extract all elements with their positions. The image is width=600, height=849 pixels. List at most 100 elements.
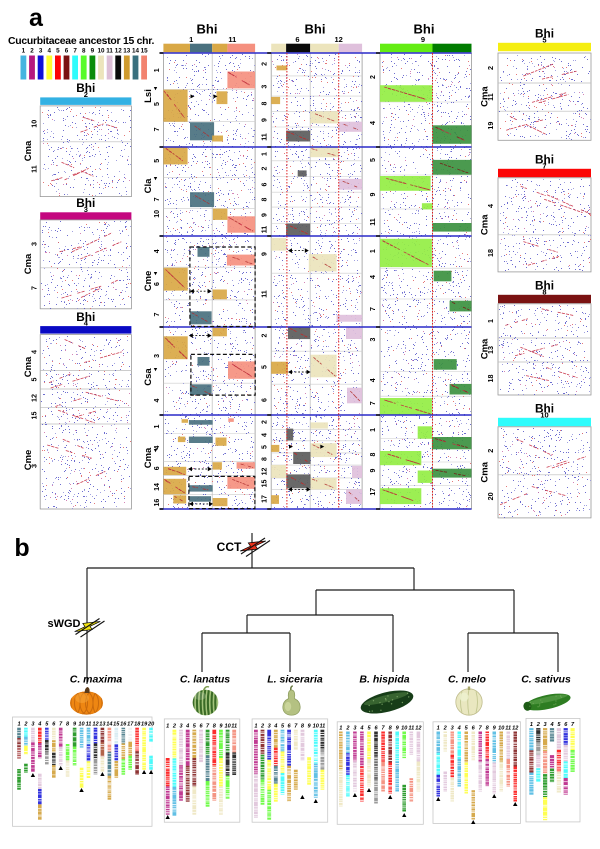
- svg-text:7: 7: [571, 722, 575, 728]
- svg-text:11: 11: [505, 725, 511, 731]
- svg-text:9: 9: [91, 48, 95, 55]
- svg-text:4: 4: [486, 204, 495, 208]
- svg-text:8: 8: [542, 287, 546, 296]
- svg-text:13: 13: [486, 346, 495, 354]
- svg-text:7: 7: [382, 725, 386, 731]
- svg-text:9: 9: [421, 35, 425, 44]
- svg-text:18: 18: [486, 375, 495, 383]
- svg-text:6: 6: [154, 282, 161, 286]
- svg-text:11: 11: [106, 48, 113, 55]
- svg-text:11: 11: [486, 93, 495, 101]
- svg-text:C. lanatus: C. lanatus: [180, 674, 230, 686]
- svg-text:6: 6: [288, 724, 292, 730]
- svg-text:20: 20: [486, 492, 495, 500]
- svg-text:10: 10: [401, 725, 408, 731]
- svg-text:2: 2: [23, 722, 28, 728]
- svg-text:15: 15: [261, 480, 268, 488]
- svg-text:4: 4: [261, 433, 268, 437]
- svg-text:3: 3: [353, 725, 357, 731]
- svg-text:2: 2: [486, 449, 495, 453]
- svg-text:1: 1: [22, 48, 26, 55]
- svg-text:7: 7: [154, 197, 161, 201]
- svg-text:10: 10: [540, 410, 548, 419]
- svg-text:10: 10: [313, 724, 320, 730]
- svg-text:9: 9: [261, 252, 268, 256]
- svg-text:4: 4: [549, 722, 554, 728]
- svg-text:Bhi: Bhi: [305, 22, 326, 37]
- svg-text:4: 4: [37, 722, 42, 728]
- svg-text:1: 1: [370, 249, 377, 253]
- svg-text:12: 12: [30, 394, 39, 402]
- svg-text:C. melo: C. melo: [448, 674, 487, 686]
- svg-text:3: 3: [30, 464, 39, 468]
- svg-text:4: 4: [370, 275, 377, 279]
- svg-text:7: 7: [30, 286, 39, 290]
- svg-text:3: 3: [268, 724, 272, 730]
- svg-text:19: 19: [486, 122, 495, 130]
- svg-text:5: 5: [370, 158, 377, 162]
- svg-text:8: 8: [486, 725, 490, 731]
- svg-text:16: 16: [154, 499, 161, 507]
- svg-text:1: 1: [486, 319, 495, 323]
- svg-text:7: 7: [59, 722, 63, 728]
- svg-text:9: 9: [396, 725, 400, 731]
- svg-text:11: 11: [370, 218, 377, 226]
- svg-text:11: 11: [30, 165, 39, 173]
- svg-text:4: 4: [30, 350, 39, 354]
- svg-text:4: 4: [84, 319, 89, 328]
- svg-text:5: 5: [465, 725, 469, 731]
- svg-text:Cma: Cma: [480, 86, 491, 107]
- svg-text:3: 3: [39, 48, 43, 55]
- svg-text:Cme: Cme: [143, 271, 154, 292]
- svg-text:12: 12: [261, 468, 268, 476]
- svg-text:1: 1: [339, 725, 342, 731]
- svg-text:7: 7: [294, 724, 298, 730]
- svg-text:2: 2: [486, 66, 495, 70]
- svg-text:3: 3: [261, 85, 268, 89]
- svg-text:9: 9: [73, 722, 77, 728]
- svg-text:12: 12: [115, 48, 123, 55]
- svg-text:2: 2: [172, 724, 177, 730]
- svg-text:5: 5: [45, 722, 49, 728]
- svg-text:17: 17: [370, 488, 377, 496]
- svg-text:Bhi: Bhi: [535, 27, 554, 41]
- svg-text:1: 1: [261, 152, 268, 156]
- svg-text:9: 9: [370, 192, 377, 196]
- svg-text:C. maxima: C. maxima: [70, 674, 123, 686]
- svg-text:9: 9: [261, 213, 268, 217]
- svg-text:1: 1: [437, 725, 440, 731]
- svg-text:16: 16: [120, 722, 127, 728]
- svg-text:9: 9: [493, 725, 497, 731]
- svg-text:Cma: Cma: [23, 356, 34, 377]
- svg-text:5: 5: [30, 378, 39, 382]
- svg-text:6: 6: [295, 35, 299, 44]
- svg-text:6: 6: [472, 725, 476, 731]
- svg-text:10: 10: [97, 48, 105, 55]
- svg-text:8: 8: [261, 457, 268, 461]
- svg-text:7: 7: [154, 127, 161, 131]
- svg-text:4: 4: [457, 725, 462, 731]
- svg-text:11: 11: [261, 133, 268, 141]
- svg-text:9: 9: [308, 724, 312, 730]
- svg-text:Cma: Cma: [23, 253, 34, 274]
- svg-text:1: 1: [154, 424, 161, 428]
- svg-text:7: 7: [154, 312, 161, 316]
- svg-text:Csa: Csa: [143, 368, 154, 386]
- svg-text:1: 1: [189, 35, 193, 44]
- svg-text:6: 6: [375, 725, 379, 731]
- svg-text:12: 12: [335, 35, 343, 44]
- svg-text:15: 15: [30, 412, 39, 420]
- svg-text:4: 4: [370, 378, 377, 382]
- svg-text:4: 4: [154, 399, 161, 403]
- svg-text:5: 5: [154, 159, 161, 163]
- svg-text:17: 17: [261, 495, 268, 503]
- svg-text:Bhi: Bhi: [535, 153, 554, 167]
- svg-text:5: 5: [154, 102, 161, 106]
- svg-text:1: 1: [154, 68, 161, 72]
- svg-text:11: 11: [231, 724, 237, 730]
- svg-text:Cma: Cma: [23, 140, 34, 161]
- svg-text:4: 4: [154, 249, 161, 253]
- svg-text:Lsi: Lsi: [143, 89, 154, 103]
- svg-text:7: 7: [479, 725, 483, 731]
- svg-text:a: a: [29, 4, 44, 32]
